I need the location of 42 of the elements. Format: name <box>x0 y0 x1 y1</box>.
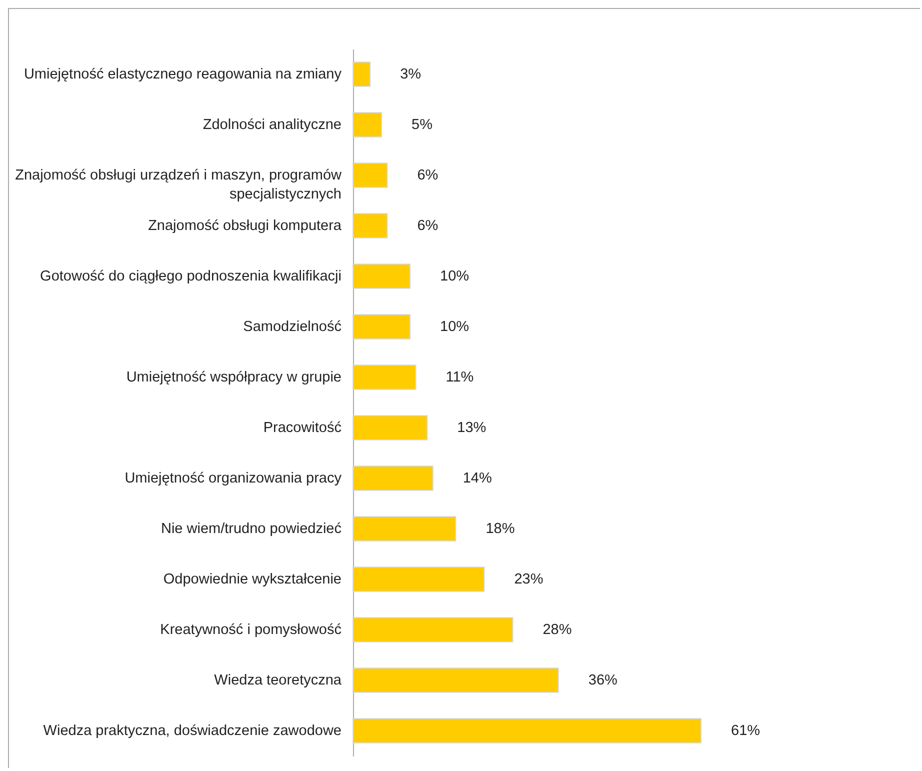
y-tick-label: Zdolności analityczne <box>202 116 342 133</box>
bar <box>352 314 411 340</box>
y-tick-label: Znajomość obsługi komputera <box>148 218 342 234</box>
y-tick-label: Gotowość do ciągłego podnoszenia kwalifikacji <box>40 268 342 284</box>
data-label: 5% <box>412 116 433 133</box>
y-tick-label: Kreatywność i pomysłowość <box>160 622 342 638</box>
bar <box>352 718 702 744</box>
data-label: 11% <box>446 369 474 386</box>
data-label: 28% <box>542 622 572 638</box>
y-tick-label: Odpowiednie wykształcenie <box>163 571 342 588</box>
bar <box>352 112 382 138</box>
bar <box>352 617 514 642</box>
y-tick-label: Umiejętność elastycznego reagowania na zmiany <box>24 66 342 82</box>
data-label: 6% <box>417 167 438 184</box>
data-label: 23% <box>514 571 544 588</box>
bar <box>352 364 416 390</box>
y-tick-label: Umiejętność organizowania pracy <box>124 470 342 486</box>
bar <box>352 213 388 238</box>
y-tick-label: Samodzielność <box>243 318 342 335</box>
bar <box>352 466 434 491</box>
bar <box>352 516 456 542</box>
y-tick-label: Pracowitość <box>263 420 342 436</box>
y-tick-label: Nie wiem/trudno powiedzieć <box>160 520 342 537</box>
y-tick-label: Wiedza teoretyczna <box>214 672 342 688</box>
bar <box>352 162 388 188</box>
data-label: 10% <box>440 318 470 335</box>
data-label: 36% <box>588 672 618 688</box>
data-label: 10% <box>440 268 470 284</box>
data-label: 14% <box>462 470 492 486</box>
bar <box>352 62 371 87</box>
bar <box>352 264 411 289</box>
data-label: 6% <box>417 218 438 234</box>
data-label: 13% <box>457 420 486 436</box>
y-tick-label: Umiejętność współpracy w grupie <box>126 369 342 386</box>
bar <box>352 415 428 440</box>
y-tick-label: Znajomość obsługi urządzeń i maszyn, programów specjalistycznych <box>15 167 342 202</box>
data-label: 61% <box>731 722 760 739</box>
bar <box>352 566 485 592</box>
y-tick-label: Wiedza praktyczna, doświadczenie zawodowe <box>43 722 342 739</box>
data-label: 3% <box>400 66 422 82</box>
data-label: 18% <box>486 520 515 537</box>
bar <box>352 668 559 693</box>
